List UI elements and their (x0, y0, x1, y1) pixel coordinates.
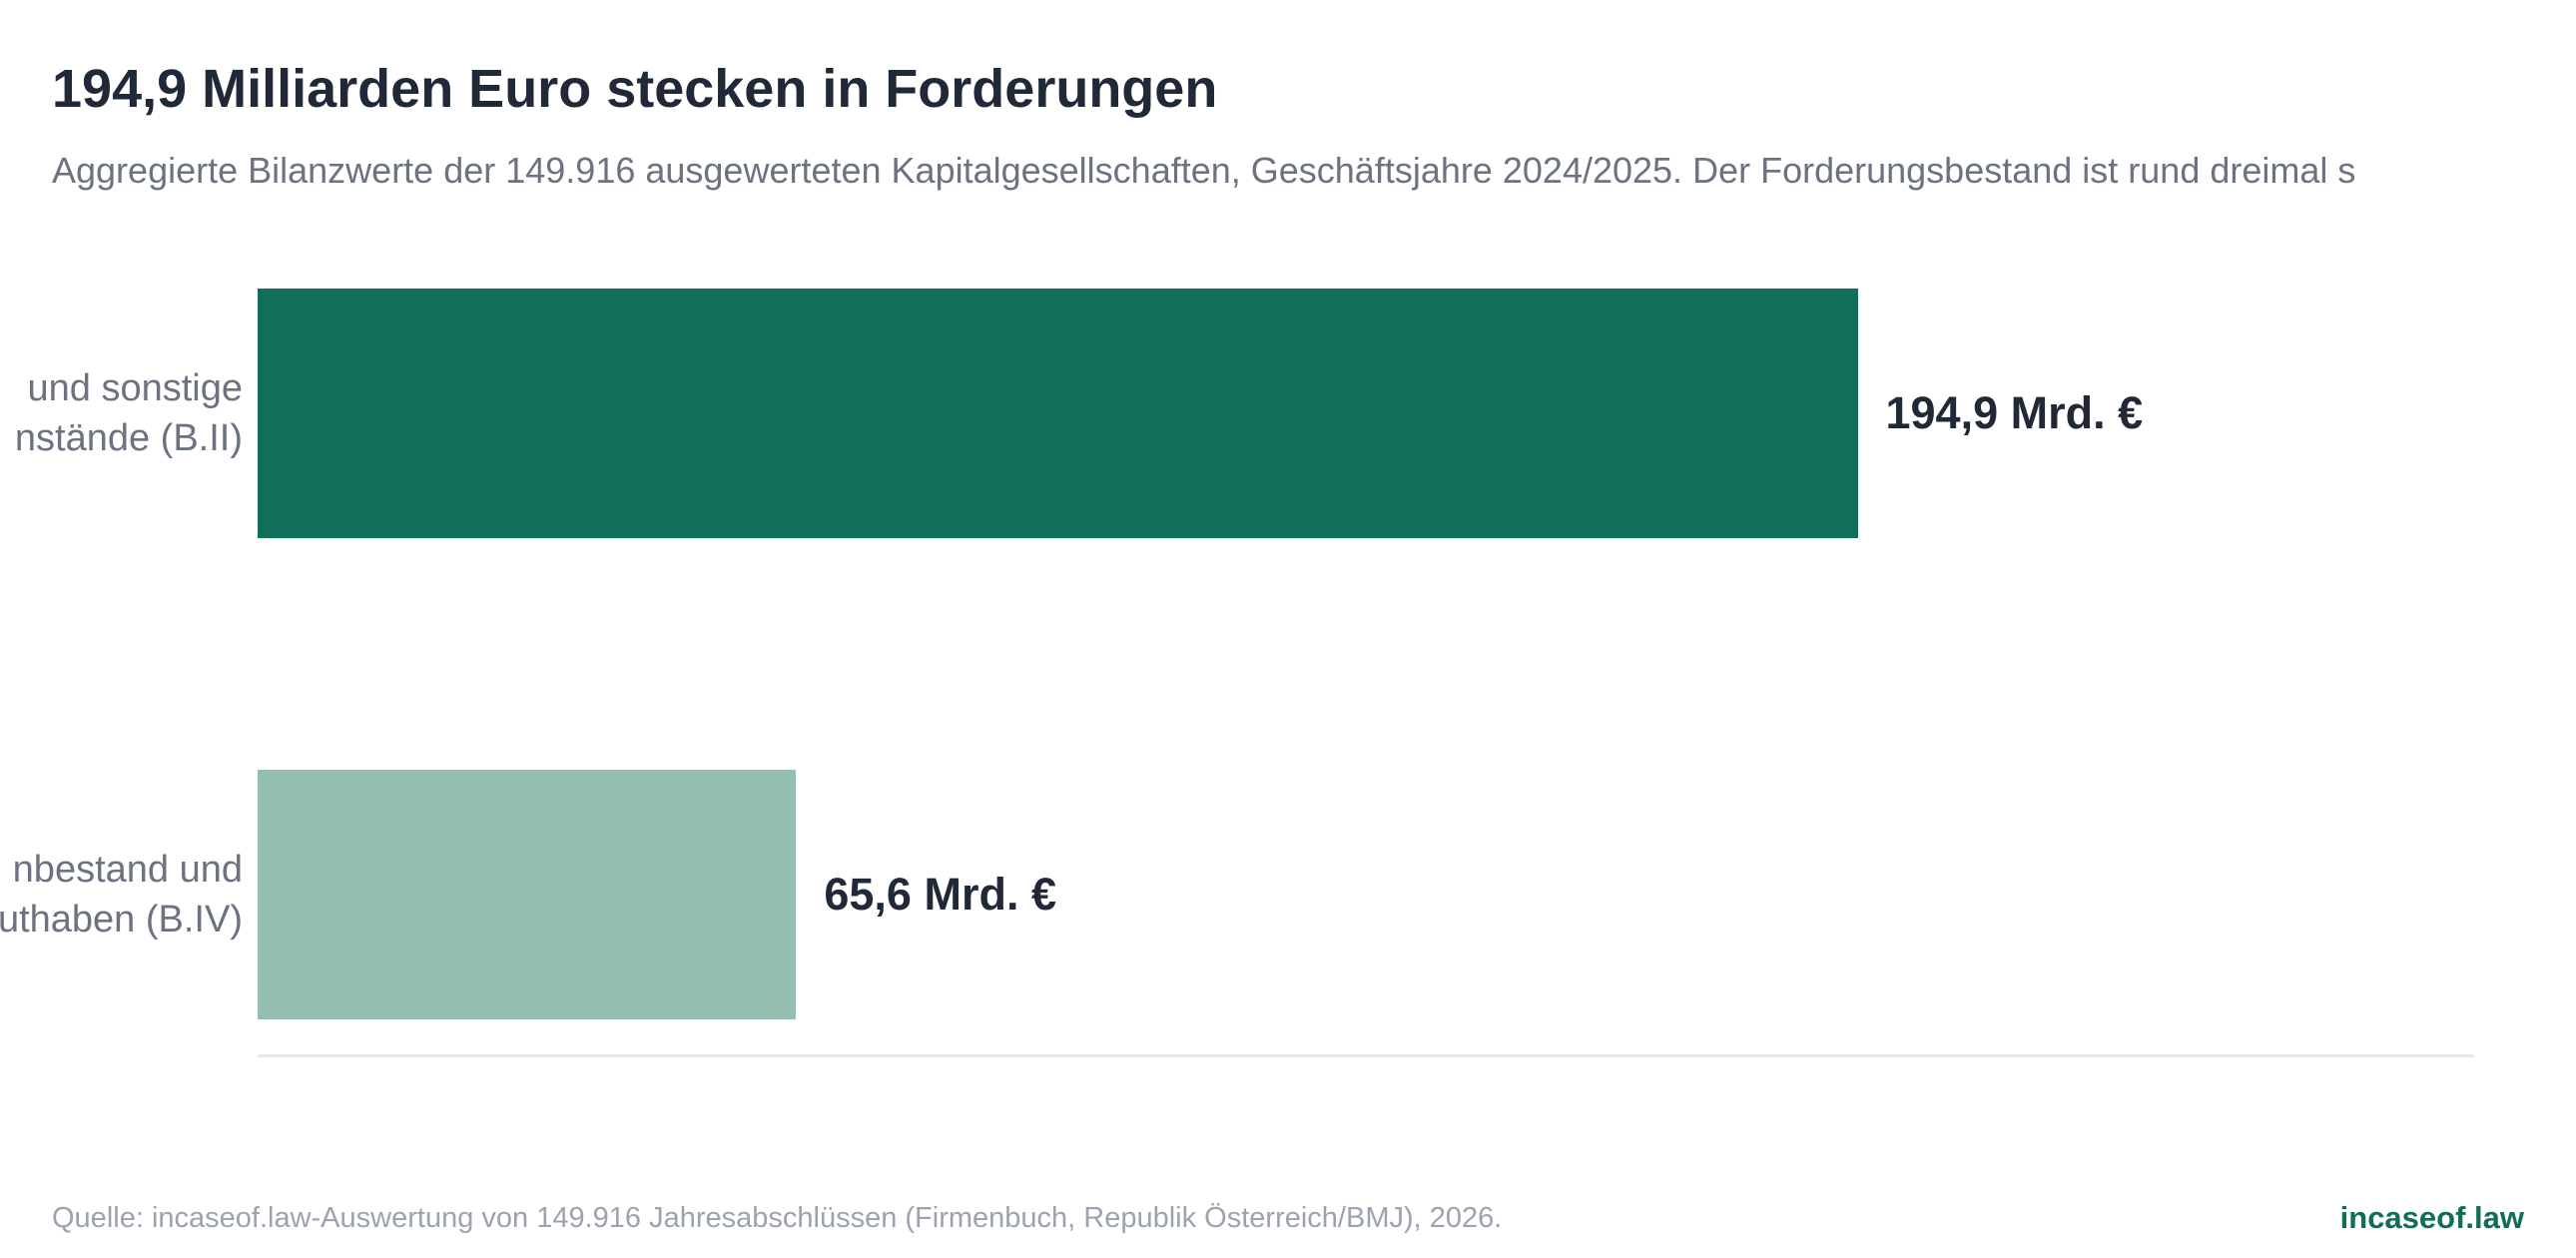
chart-subtitle: Aggregierte Bilanzwerte der 149.916 ausg… (52, 150, 2356, 191)
category-label-0-line-2: nstände (B.II) (14, 417, 243, 459)
brand-logo-text: incaseof.law (2339, 1200, 2524, 1235)
bar-1 (258, 770, 797, 1019)
x-axis-baseline (258, 1054, 2474, 1057)
category-label-0-line-1: und sonstige (27, 367, 244, 409)
value-label-0: 194,9 Mrd. € (1885, 387, 2144, 438)
category-label-0: und sonstige nstände (B.II) (15, 363, 243, 463)
category-label-1: nbestand und uthaben (B.IV) (0, 845, 243, 944)
value-label-1: 65,6 Mrd. € (824, 869, 1056, 920)
source-note: Quelle: incaseof.law-Auswertung von 149.… (52, 1202, 1503, 1234)
bar-0 (258, 289, 1858, 538)
category-label-1-line-1: nbestand und (12, 849, 243, 891)
category-label-1-line-2: uthaben (B.IV) (0, 899, 243, 941)
chart-title: 194,9 Milliarden Euro stecken in Forderu… (52, 59, 1218, 119)
